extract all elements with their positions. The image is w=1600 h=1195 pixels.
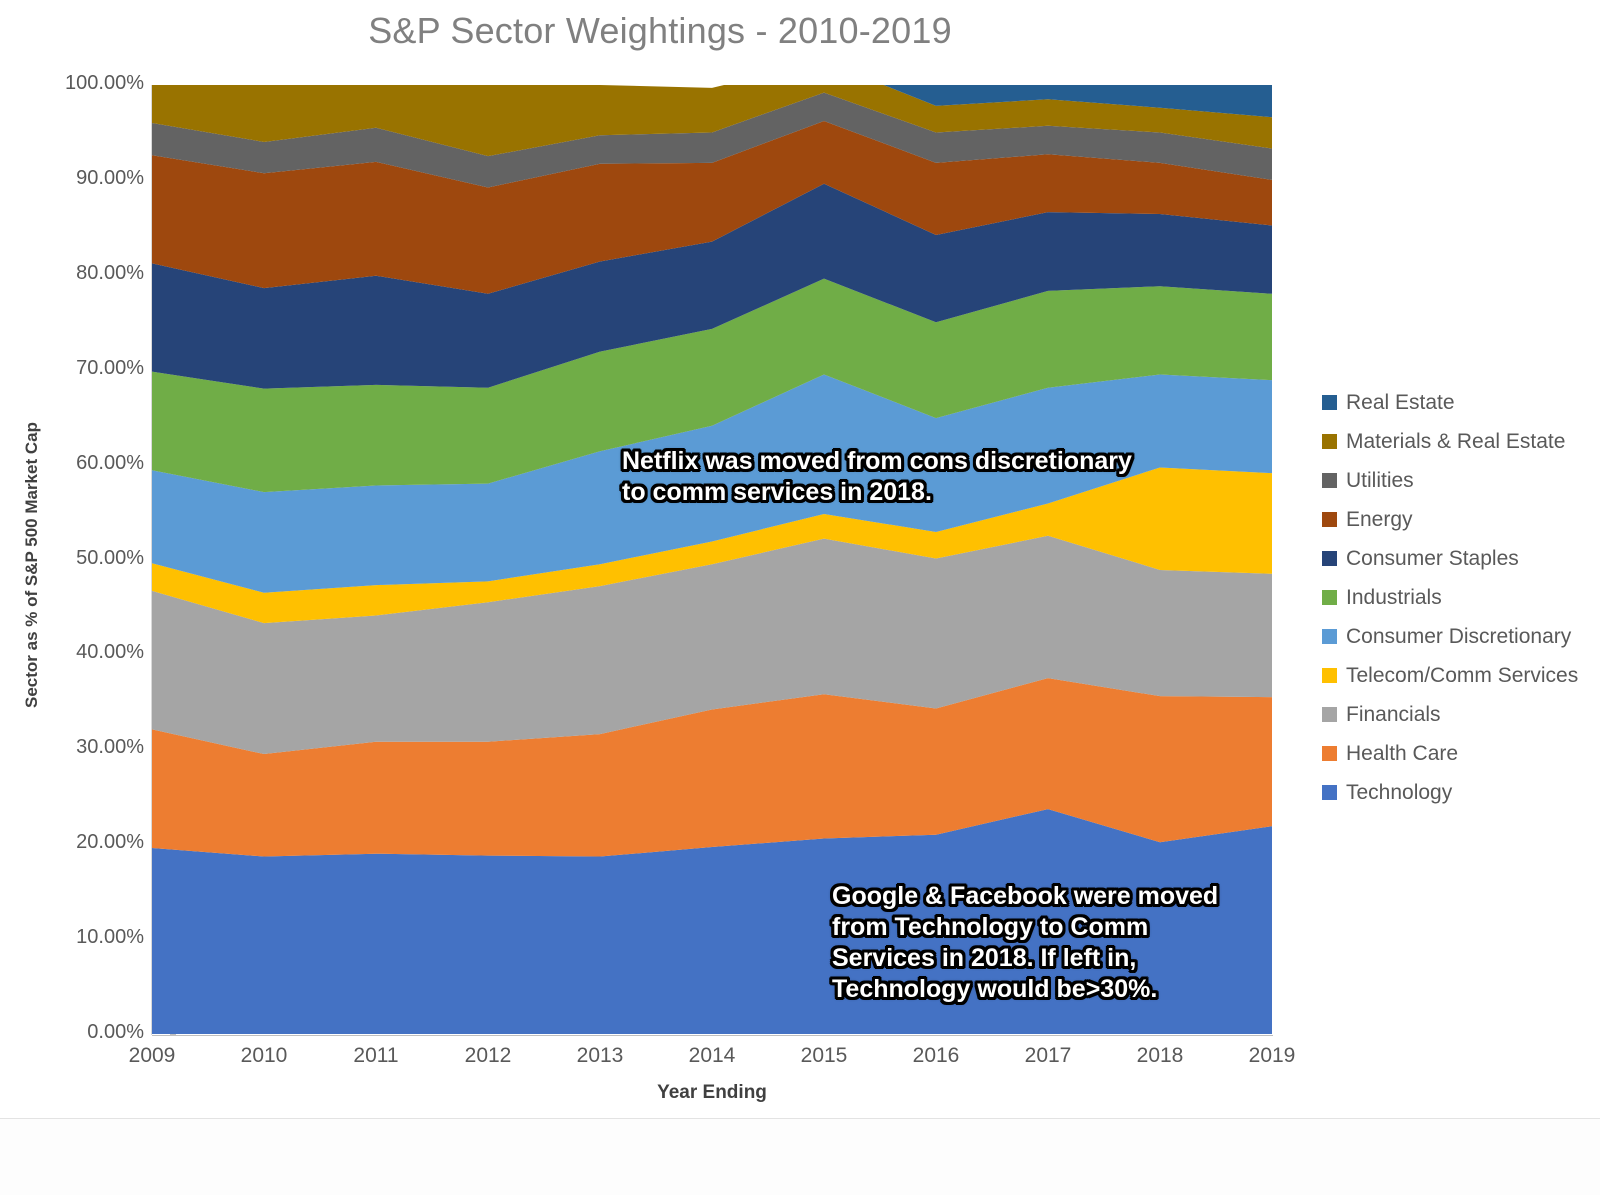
y-axis-title: Sector as % of S&P 500 Market Cap (22, 422, 41, 708)
legend-item-technology[interactable]: Technology (1322, 773, 1592, 812)
x-axis-tick-label-2011: 2011 (353, 1044, 399, 1067)
y-axis-tick-label: 10.00% (76, 926, 144, 949)
y-axis-tick-label: 100.00% (65, 72, 144, 94)
y-axis-tick-label: 90.00% (76, 166, 144, 189)
area-series-consumer-discretionary (152, 374, 1272, 593)
legend-swatch-icon (1322, 707, 1337, 722)
legend-swatch-icon (1322, 746, 1337, 761)
x-axis-tick-label-2015: 2015 (800, 1044, 848, 1067)
legend-swatch-icon (1322, 434, 1337, 449)
area-series-energy (152, 121, 1272, 294)
legend-item-consumer-discretionary[interactable]: Consumer Discretionary (1322, 617, 1592, 656)
legend-swatch-icon (1322, 629, 1337, 644)
legend-item-financials[interactable]: Financials (1322, 695, 1592, 734)
legend-swatch-icon (1322, 590, 1337, 605)
chart-legend: Real Estate Materials & Real Estate Utilit… (1322, 383, 1592, 812)
legend-label: Health Care (1346, 742, 1459, 765)
y-axis-tick-label: 50.00% (76, 546, 144, 569)
legend-item-energy[interactable]: Energy (1322, 500, 1592, 539)
legend-label: Financials (1346, 703, 1441, 726)
legend-item-utilities[interactable]: Utilities (1322, 461, 1592, 500)
legend-item-materials-real-estate[interactable]: Materials & Real Estate (1322, 422, 1592, 461)
area-series-consumer-staples (152, 183, 1272, 389)
slide-bottom-margin (0, 1119, 1600, 1195)
legend-swatch-icon (1322, 668, 1337, 683)
legend-label: Materials & Real Estate (1346, 430, 1566, 453)
legend-item-consumer-staples[interactable]: Consumer Staples (1322, 539, 1592, 578)
x-axis-line (152, 1035, 1273, 1036)
y-axis-tick-label: 20.00% (76, 831, 144, 854)
x-axis-tick-label-2013: 2013 (576, 1044, 624, 1067)
legend-item-industrials[interactable]: Industrials (1322, 578, 1592, 617)
legend-swatch-icon (1322, 473, 1337, 488)
area-series-utilities (152, 92, 1272, 188)
y-axis-tick-label: 0.00% (87, 1021, 144, 1043)
slide-bottom-divider (0, 1118, 1600, 1119)
y-axis-tick-label: 80.00% (76, 261, 144, 284)
x-axis-tick-label-2016: 2016 (912, 1044, 960, 1067)
area-series-industrials (152, 278, 1272, 493)
x-axis-tick-label-2012: 2012 (464, 1044, 512, 1067)
legend-label: Technology (1346, 781, 1453, 804)
legend-label: Telecom/Comm Services (1346, 664, 1579, 687)
x-axis-tick-label-2010: 2010 (240, 1044, 288, 1067)
stacked-area-svg (152, 85, 1272, 1034)
y-axis-tick-labels: 0.00% 10.00% 20.00% 30.00% 40.00% 50.00% 60.00… (24, 0, 176, 1195)
legend-item-health-care[interactable]: Health Care (1322, 734, 1592, 773)
legend-item-telecom-comm-services[interactable]: Telecom/Comm Services (1322, 656, 1592, 695)
area-series-real-estate (152, 85, 1272, 118)
y-axis-tick-label: 30.00% (76, 736, 144, 759)
legend-label: Utilities (1346, 469, 1414, 492)
area-series-materials-real-estate (152, 85, 1272, 157)
y-axis-tick-label: 70.00% (76, 356, 144, 379)
x-axis-tick-label-2014: 2014 (688, 1044, 736, 1067)
legend-swatch-icon (1322, 395, 1337, 410)
y-axis-line (151, 85, 152, 1035)
legend-swatch-icon (1322, 512, 1337, 527)
legend-swatch-icon (1322, 551, 1337, 566)
legend-label: Real Estate (1346, 391, 1455, 414)
annotation-netflix: Netflix was moved from cons discretionar… (622, 447, 1132, 506)
legend-label: Industrials (1346, 586, 1442, 609)
y-axis-tick-label: 40.00% (76, 641, 144, 664)
legend-label: Energy (1346, 508, 1413, 531)
y-axis-tick-label: 60.00% (76, 451, 144, 474)
legend-item-real-estate[interactable]: Real Estate (1322, 383, 1592, 422)
x-axis-title: Year Ending (657, 1082, 767, 1103)
area-series-financials (152, 535, 1272, 755)
area-series-telecom-comm-services (152, 467, 1272, 624)
x-axis-tick-label-2018: 2018 (1136, 1044, 1184, 1067)
legend-label: Consumer Staples (1346, 547, 1519, 570)
chart-title: S&P Sector Weightings - 2010-2019 (368, 10, 952, 51)
annotation-google: Google & Facebook were moved from Techno… (832, 882, 1219, 1003)
x-axis-tick-label-2019: 2019 (1248, 1044, 1296, 1067)
legend-label: Consumer Discretionary (1346, 625, 1572, 648)
plot-area (152, 85, 1272, 1034)
area-series-technology (152, 809, 1272, 1034)
area-series-health-care (152, 678, 1272, 857)
y-axis-tick-mark (170, 1034, 176, 1035)
x-axis-tick-label-2017: 2017 (1024, 1044, 1072, 1067)
legend-swatch-icon (1322, 785, 1337, 800)
x-axis-tick-label-2009: 2009 (128, 1044, 176, 1067)
